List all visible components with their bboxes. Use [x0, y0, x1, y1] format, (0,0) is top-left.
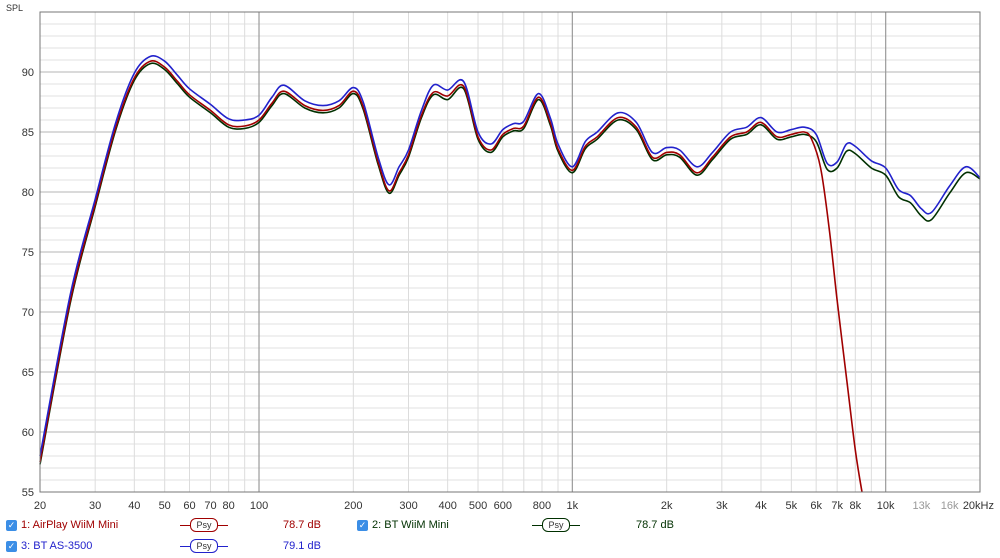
checkbox-checked-icon[interactable]: ✓: [6, 540, 17, 552]
y-tick-label: 70: [22, 307, 34, 319]
x-tick-label: 4k: [755, 500, 767, 512]
plot-frame: [39, 11, 981, 493]
x-tick-label: 20: [34, 500, 46, 512]
legend-item-3[interactable]: ✓ 3: BT AS-3500: [6, 537, 92, 555]
legend-value-1: 78.7 dB: [283, 519, 321, 531]
psy-label-2: Psy: [542, 518, 570, 532]
x-tick-label: 500: [469, 500, 487, 512]
x-tick-label: 70: [204, 500, 216, 512]
psy-button-1[interactable]: Psy: [180, 516, 228, 534]
psy-button-2[interactable]: Psy: [532, 516, 580, 534]
x-tick-label: 600: [494, 500, 512, 512]
x-tick-label: 3k: [716, 500, 728, 512]
x-tick-label: 13k: [913, 500, 931, 512]
x-tick-label: 8k: [849, 500, 861, 512]
y-tick-label: 60: [22, 427, 34, 439]
checkbox-checked-icon[interactable]: ✓: [6, 519, 17, 531]
y-tick-label: 65: [22, 367, 34, 379]
legend-value-2: 78.7 dB: [636, 519, 674, 531]
x-tick-label: 30: [89, 500, 101, 512]
y-tick-label: 90: [22, 67, 34, 79]
x-tick-label: 16k: [941, 500, 959, 512]
x-tick-label: 200: [344, 500, 362, 512]
x-tick-label: 2k: [661, 500, 673, 512]
x-tick-label: 40: [128, 500, 140, 512]
series-line-2: [39, 62, 981, 465]
curves: [39, 55, 981, 493]
y-tick-label: 80: [22, 187, 34, 199]
x-tick-label: 60: [183, 500, 195, 512]
psy-label-1: Psy: [190, 518, 218, 532]
grid: [39, 11, 981, 493]
tick-labels: 55 60 65 70 75 80 85 90 20 30 40 50 60 70 80 100 200 300 4…: [22, 67, 994, 512]
y-axis-label: SPL: [6, 3, 23, 13]
y-tick-label: 75: [22, 247, 34, 259]
legend-label-3: 3: BT AS-3500: [21, 540, 93, 552]
x-tick-label: 5k: [786, 500, 798, 512]
x-tick-label: 800: [533, 500, 551, 512]
psy-label-3: Psy: [190, 539, 218, 553]
legend: ✓ 1: AirPlay WiiM Mini Psy 78.7 dB ✓ 2: …: [0, 515, 1000, 558]
x-tick-label: 7k: [831, 500, 843, 512]
spl-chart: SPL 55 60 65 70 75 80 85 90 20 30 40 50 60 70 80 100 200…: [6, 3, 994, 512]
series-line-3: [39, 55, 981, 457]
legend-label-2: 2: BT WiiM Mini: [372, 519, 449, 531]
x-tick-label: 80: [223, 500, 235, 512]
x-tick-label: 6k: [810, 500, 822, 512]
legend-value-3: 79.1 dB: [283, 540, 321, 552]
y-tick-label: 85: [22, 127, 34, 139]
x-tick-label: 50: [159, 500, 171, 512]
psy-button-3[interactable]: Psy: [180, 537, 228, 555]
legend-label-1: 1: AirPlay WiiM Mini: [21, 519, 119, 531]
x-tick-label: 10k: [877, 500, 895, 512]
x-tick-label: 400: [438, 500, 456, 512]
legend-item-2[interactable]: ✓ 2: BT WiiM Mini: [357, 516, 449, 534]
x-tick-label: 1k: [567, 500, 579, 512]
x-tick-label: 300: [399, 500, 417, 512]
legend-item-1[interactable]: ✓ 1: AirPlay WiiM Mini: [6, 516, 118, 534]
x-tick-label: 20kHz: [963, 500, 994, 512]
checkbox-checked-icon[interactable]: ✓: [357, 519, 368, 531]
y-tick-label: 55: [22, 487, 34, 499]
x-tick-label: 100: [250, 500, 268, 512]
series-line-1: [39, 60, 863, 493]
